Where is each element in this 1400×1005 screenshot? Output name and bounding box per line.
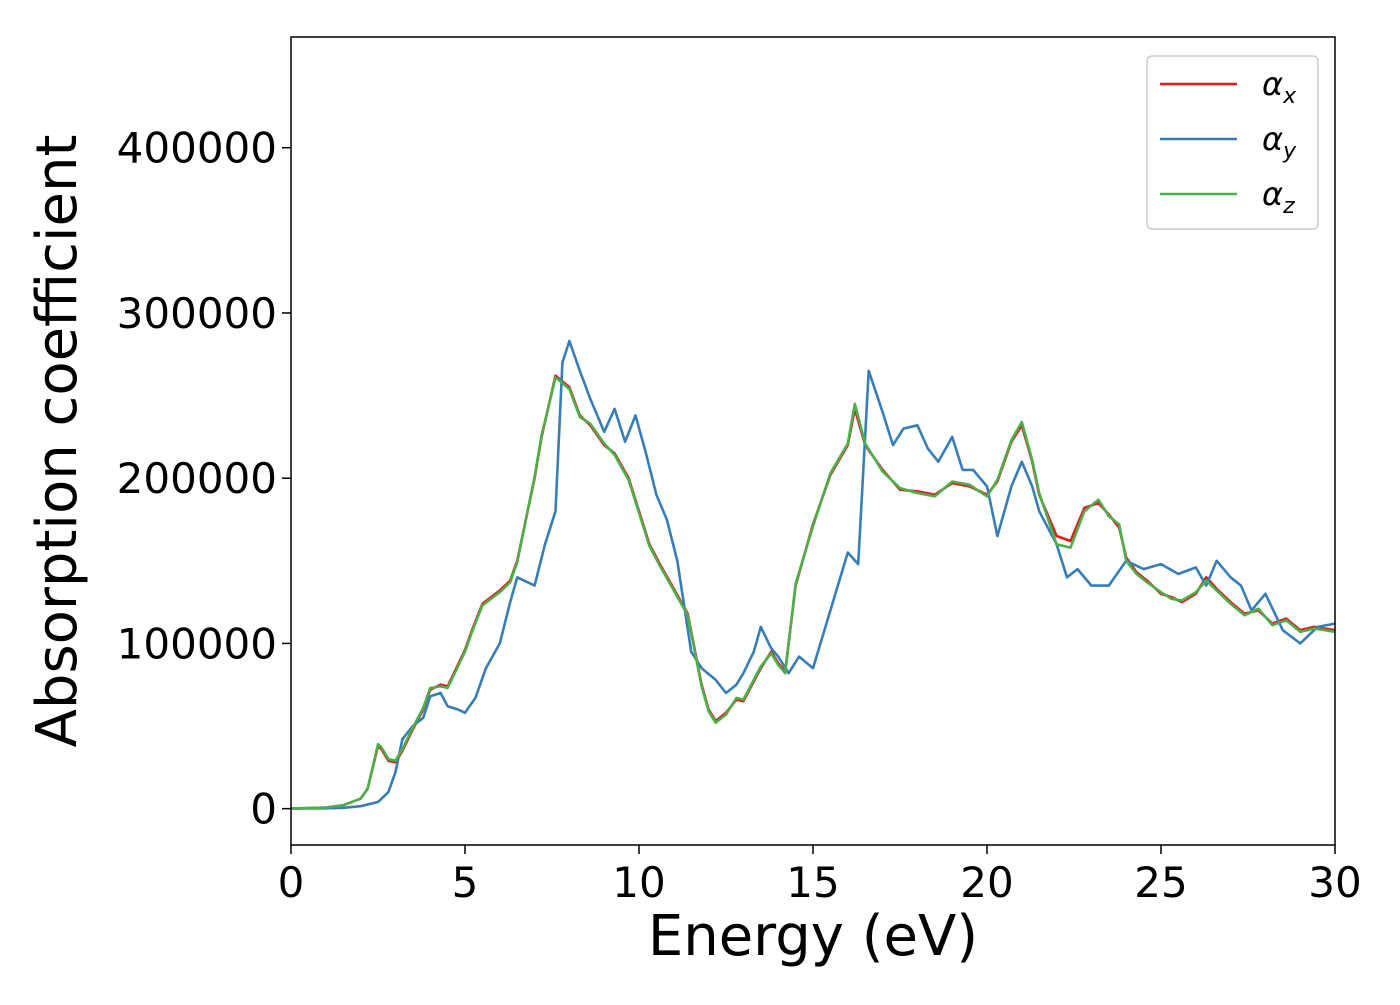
y-tick-label: 200000 xyxy=(117,454,277,503)
x-tick-label: 15 xyxy=(786,858,839,907)
legend-symbol: α xyxy=(1262,120,1283,158)
series-line-x xyxy=(291,374,1335,810)
legend-label-z: αz xyxy=(1262,175,1295,219)
y-tick-label: 0 xyxy=(250,785,277,834)
x-tick-label: 0 xyxy=(278,858,305,907)
series-layer xyxy=(291,339,1335,810)
legend-label-x: αx xyxy=(1262,65,1297,109)
x-axis: 0 5 10 15 20 25 30 xyxy=(278,845,1362,907)
y-tick-label: 100000 xyxy=(117,619,277,668)
y-axis-label: Absorption coefficient xyxy=(25,135,90,748)
legend-subscript: y xyxy=(1282,139,1297,164)
x-axis-label: Energy (eV) xyxy=(648,904,978,969)
x-tick-label: 5 xyxy=(452,858,479,907)
y-tick-label: 400000 xyxy=(117,124,277,173)
x-tick-label: 25 xyxy=(1134,858,1187,907)
x-tick-label: 10 xyxy=(612,858,665,907)
y-tick-label: 300000 xyxy=(117,289,277,338)
legend-label-y: αy xyxy=(1262,120,1297,164)
legend-subscript: x xyxy=(1282,84,1297,109)
legend-symbol: α xyxy=(1262,65,1283,103)
series-line-z xyxy=(291,376,1335,810)
legend-box xyxy=(1146,55,1319,230)
x-tick-label: 20 xyxy=(960,858,1013,907)
series-line-y xyxy=(291,339,1335,810)
y-axis: 0 100000 200000 300000 400000 xyxy=(117,124,291,834)
x-tick-label: 30 xyxy=(1308,858,1361,907)
legend-subscript: z xyxy=(1282,194,1295,219)
legend-symbol: α xyxy=(1262,175,1283,213)
